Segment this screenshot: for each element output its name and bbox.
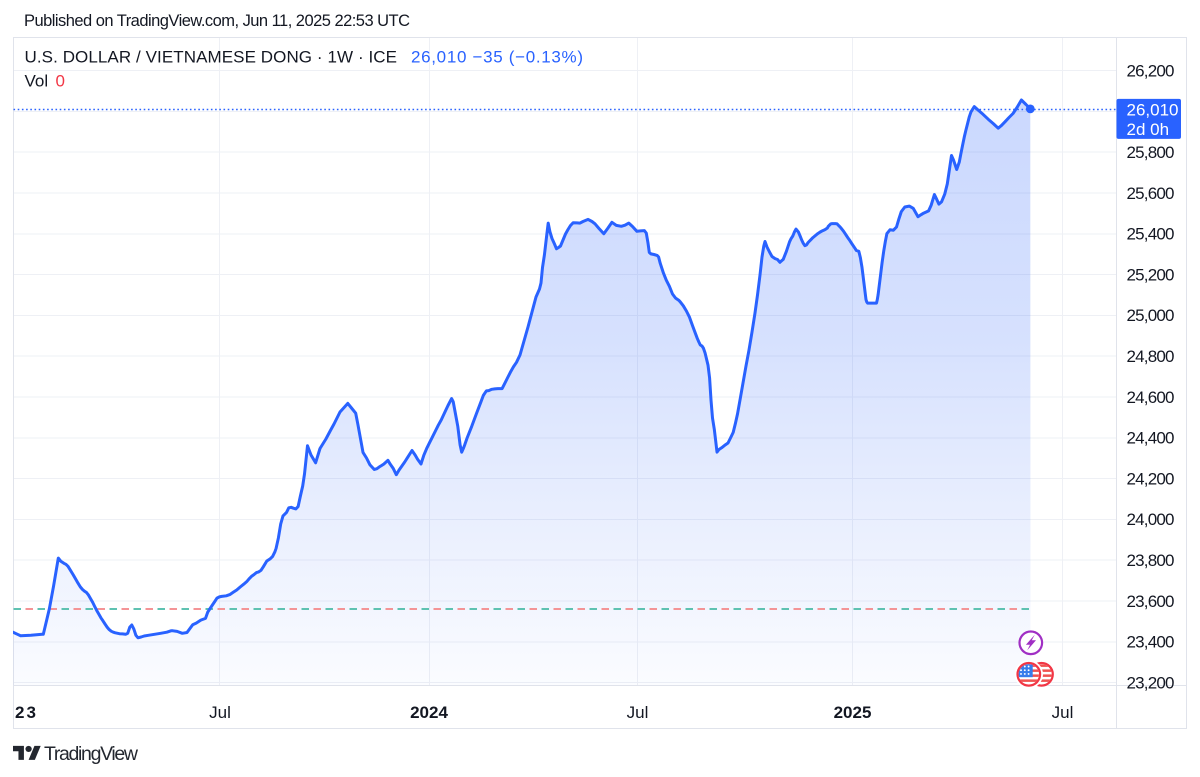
svg-text:26,010: 26,010	[1127, 100, 1179, 119]
svg-text:25,800: 25,800	[1127, 143, 1175, 162]
svg-text:2d 0h: 2d 0h	[1127, 120, 1170, 139]
svg-text:24,000: 24,000	[1127, 510, 1175, 529]
svg-text:26,200: 26,200	[1127, 61, 1175, 80]
svg-text:24,400: 24,400	[1127, 429, 1175, 448]
svg-text:25,000: 25,000	[1127, 306, 1175, 325]
svg-text:23,800: 23,800	[1127, 551, 1175, 570]
svg-text:25,400: 25,400	[1127, 225, 1175, 244]
svg-text:2025: 2025	[834, 703, 872, 722]
svg-text:24,600: 24,600	[1127, 388, 1175, 407]
svg-text:23,600: 23,600	[1127, 592, 1175, 611]
svg-text:23,200: 23,200	[1127, 673, 1175, 692]
svg-text:U.S. DOLLAR / VIETNAMESE DONG: U.S. DOLLAR / VIETNAMESE DONG · 1W · ICE	[25, 48, 398, 67]
svg-text:Jul: Jul	[627, 703, 649, 722]
svg-text:23,400: 23,400	[1127, 633, 1175, 652]
svg-text:Jul: Jul	[209, 703, 231, 722]
svg-text:2024: 2024	[410, 703, 448, 722]
svg-text:Published on TradingView.com,: Published on TradingView.com, Jun 11, 20…	[24, 12, 410, 30]
svg-text:24,800: 24,800	[1127, 347, 1175, 366]
svg-text:26,010 −35 (−0.13%): 26,010 −35 (−0.13%)	[411, 48, 583, 67]
svg-text:0: 0	[56, 72, 65, 91]
svg-text:25,200: 25,200	[1127, 265, 1175, 284]
svg-text:Vol: Vol	[25, 72, 49, 91]
svg-text:24,200: 24,200	[1127, 469, 1175, 488]
svg-text:TradingView: TradingView	[44, 743, 139, 765]
svg-text:25,600: 25,600	[1127, 184, 1175, 203]
svg-text:Jul: Jul	[1052, 703, 1074, 722]
svg-text:23: 23	[15, 703, 36, 722]
